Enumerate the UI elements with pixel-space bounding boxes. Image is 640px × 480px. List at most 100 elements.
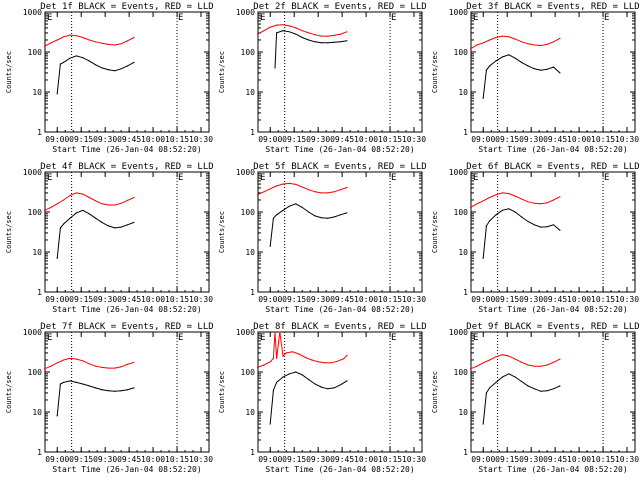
x-tick-label: 10:00 [141, 295, 165, 304]
lld-point [546, 202, 548, 204]
lld-point [56, 362, 58, 364]
events-point [339, 214, 342, 216]
lld-point [514, 358, 516, 360]
lld-point [346, 354, 348, 356]
lld-point [476, 365, 478, 367]
events-point [95, 64, 97, 66]
lld-point [333, 34, 335, 37]
flag-label: E [391, 173, 396, 183]
y-tick-label: 1 [37, 288, 42, 297]
events-point [107, 69, 109, 71]
events-point [272, 389, 274, 391]
events-point [552, 66, 555, 68]
lld-point [320, 192, 322, 194]
lld-point [43, 45, 46, 47]
series-events-line [269, 203, 348, 247]
series-lld-line [470, 192, 561, 208]
y-tick-label: 100 [241, 48, 256, 57]
y-tick-label: 1 [250, 288, 255, 297]
lld-point [269, 361, 271, 363]
x-tick-label: 10:15 [378, 135, 402, 144]
lld-point [88, 196, 90, 199]
events-point [126, 65, 129, 67]
events-point [514, 57, 516, 59]
y-tick-label: 100 [454, 48, 469, 57]
lld-point [69, 34, 71, 36]
x-tick-label: 09:15 [69, 135, 93, 144]
x-tick-label: 10:15 [165, 455, 189, 464]
x-axis-label: Start Time (26-Jan-04 08:52:20) [478, 465, 627, 474]
events-point [69, 380, 71, 382]
events-point [559, 229, 561, 231]
lld-point [133, 361, 135, 363]
events-point [288, 31, 290, 33]
y-tick-label: 1000 [236, 328, 255, 337]
events-point [339, 384, 342, 386]
lld-point [75, 358, 77, 360]
events-point [114, 227, 116, 229]
y-tick-label: 1000 [449, 8, 468, 17]
events-point [320, 386, 322, 388]
y-tick-label: 1000 [449, 328, 468, 337]
x-tick-label: 09:30 [519, 135, 543, 144]
lld-point [533, 202, 536, 204]
plot-frame [257, 171, 423, 293]
lld-point [308, 32, 310, 34]
x-axis-label: Start Time (26-Jan-04 08:52:20) [478, 145, 627, 154]
x-tick-label: 10:15 [165, 135, 189, 144]
lld-point [559, 37, 561, 39]
events-point [521, 216, 523, 218]
lld-point [114, 44, 116, 46]
plot-frame [44, 171, 210, 293]
y-tick-label: 1 [250, 128, 255, 137]
events-point [521, 380, 523, 383]
x-tick-label: 09:00 [258, 455, 282, 464]
chart-panel-3: Det 3f BLACK = Events, RED = LLD 1 10 100 10… [431, 2, 640, 154]
x-tick-label: 10:00 [354, 135, 378, 144]
events-point [501, 209, 503, 211]
lld-point [82, 360, 84, 362]
series-events-line [56, 209, 135, 259]
x-tick-label: 10:15 [591, 135, 615, 144]
events-point [346, 40, 348, 42]
lld-point [69, 357, 71, 359]
x-tick-label: 10:30 [402, 295, 426, 304]
x-tick-label: 09:30 [519, 295, 543, 304]
lld-point [476, 203, 478, 205]
lld-point [263, 30, 265, 32]
events-point [107, 390, 109, 392]
events-point [333, 387, 335, 389]
flag-label: E [391, 333, 396, 343]
x-axis-label: Start Time (26-Jan-04 08:52:20) [52, 465, 201, 474]
lld-point [508, 192, 510, 195]
events-point [95, 387, 97, 389]
events-point [133, 61, 135, 64]
y-axis-label: Counts/sec [218, 51, 226, 93]
flag-label: E [391, 13, 396, 23]
lld-point [311, 359, 313, 361]
events-point [288, 373, 290, 375]
lld-point [114, 204, 116, 206]
flag-label: E [178, 333, 183, 343]
flag-label: E [260, 13, 265, 23]
x-axis-label: Start Time (26-Jan-04 08:52:20) [478, 305, 627, 314]
lld-point [263, 364, 265, 366]
events-point [540, 226, 542, 228]
lld-point [269, 26, 271, 28]
lld-point [346, 186, 348, 189]
y-tick-label: 1 [463, 128, 468, 137]
plot-frame [257, 11, 423, 133]
lld-point [521, 41, 523, 43]
y-tick-label: 10 [32, 88, 42, 97]
series-lld-line [257, 331, 348, 368]
lld-point [508, 36, 510, 38]
chart-title: Det 4f BLACK = Events, RED = LLD [40, 162, 213, 172]
series-lld-line [257, 182, 348, 196]
lld-point [101, 42, 103, 44]
events-point [485, 392, 487, 394]
lld-point [559, 358, 561, 360]
x-tick-label: 10:00 [141, 455, 165, 464]
lld-point [256, 366, 259, 368]
y-tick-label: 100 [241, 368, 256, 377]
lld-point [126, 363, 129, 365]
